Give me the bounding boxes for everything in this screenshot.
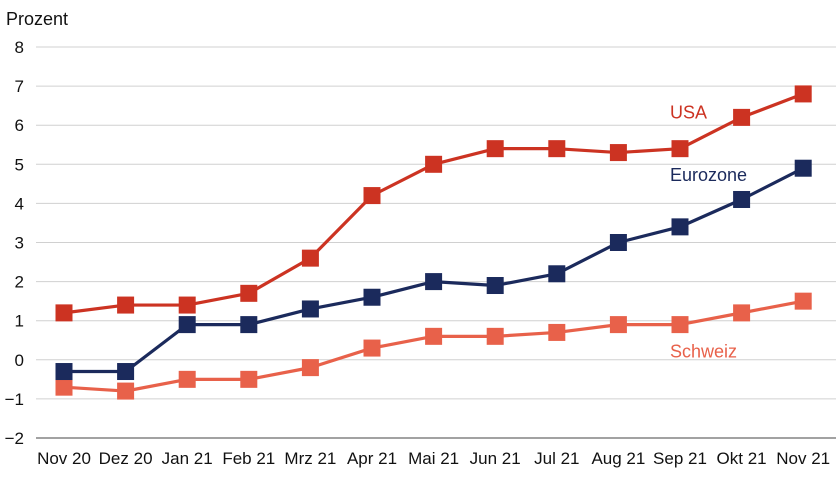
- x-tick-label: Okt 21: [717, 449, 767, 468]
- y-tick-label: −1: [5, 390, 24, 409]
- x-tick-label: Apr 21: [347, 449, 397, 468]
- series-label-usa: USA: [670, 103, 707, 123]
- y-tick-label: 4: [15, 194, 24, 213]
- data-point-schweiz: [178, 370, 196, 388]
- data-point-eurozone: [301, 300, 319, 318]
- data-point-schweiz: [240, 370, 258, 388]
- y-axis-tick-labels: −2 −1 0 1 2 3 4 5 6 7 8: [5, 38, 24, 448]
- data-point-eurozone: [363, 288, 381, 306]
- series-markers: [55, 85, 812, 400]
- data-point-schweiz: [486, 327, 504, 345]
- y-tick-label: 6: [15, 116, 24, 135]
- data-point-usa: [609, 144, 627, 162]
- data-point-schweiz: [117, 382, 135, 400]
- data-point-eurozone: [609, 234, 627, 251]
- data-point-usa: [55, 304, 73, 322]
- data-point-eurozone: [117, 363, 135, 381]
- data-point-eurozone: [733, 190, 751, 208]
- y-tick-label: 2: [15, 273, 24, 292]
- data-point-usa: [794, 85, 812, 103]
- data-point-eurozone: [425, 273, 443, 291]
- x-tick-label: Nov 21: [776, 449, 830, 468]
- data-point-schweiz: [301, 359, 319, 377]
- data-point-eurozone: [671, 218, 689, 236]
- y-tick-label: 7: [15, 77, 24, 96]
- series-labels: USA Eurozone Schweiz: [670, 103, 747, 362]
- y-tick-label: 5: [15, 155, 24, 174]
- data-point-eurozone: [794, 159, 812, 177]
- data-point-usa: [178, 296, 196, 314]
- x-tick-label: Aug 21: [591, 449, 645, 468]
- data-point-schweiz: [425, 327, 443, 345]
- gridlines: [36, 46, 836, 439]
- data-point-schweiz: [548, 323, 566, 341]
- series-label-eurozone: Eurozone: [670, 165, 747, 185]
- data-point-schweiz: [794, 292, 812, 310]
- data-point-usa: [117, 296, 135, 314]
- x-tick-label: Feb 21: [222, 449, 275, 468]
- data-point-usa: [363, 187, 381, 205]
- x-tick-label: Jul 21: [534, 449, 579, 468]
- x-tick-label: Sep 21: [653, 449, 707, 468]
- data-point-eurozone: [240, 316, 258, 334]
- x-tick-label: Nov 20: [37, 449, 91, 468]
- data-point-schweiz: [609, 316, 627, 334]
- x-tick-label: Mrz 21: [284, 449, 336, 468]
- y-tick-label: 0: [15, 351, 24, 370]
- data-point-eurozone: [55, 363, 73, 381]
- y-tick-label: −2: [5, 429, 24, 448]
- y-tick-label: 8: [15, 38, 24, 57]
- data-point-eurozone: [548, 265, 566, 283]
- data-point-usa: [301, 249, 319, 267]
- data-point-eurozone: [486, 277, 504, 295]
- data-point-schweiz: [671, 316, 689, 334]
- x-tick-label: Jun 21: [470, 449, 521, 468]
- data-point-schweiz: [363, 339, 381, 357]
- y-tick-label: 3: [15, 234, 24, 253]
- x-tick-label: Jan 21: [162, 449, 213, 468]
- data-point-usa: [425, 155, 443, 173]
- data-point-usa: [240, 284, 258, 302]
- x-tick-label: Mai 21: [408, 449, 459, 468]
- data-point-usa: [486, 140, 504, 158]
- data-point-usa: [548, 140, 566, 158]
- x-axis-tick-labels: Nov 20 Dez 20 Jan 21 Feb 21 Mrz 21 Apr 21 Mai …: [37, 449, 830, 468]
- data-point-usa: [733, 108, 751, 126]
- data-point-schweiz: [733, 304, 751, 322]
- data-point-usa: [671, 140, 689, 158]
- series-label-schweiz: Schweiz: [670, 342, 737, 362]
- data-point-eurozone: [178, 316, 196, 334]
- data-point-schweiz: [55, 378, 73, 396]
- y-axis-unit-label: Prozent: [6, 9, 68, 29]
- y-tick-label: 1: [15, 312, 24, 331]
- x-tick-label: Dez 20: [99, 449, 153, 468]
